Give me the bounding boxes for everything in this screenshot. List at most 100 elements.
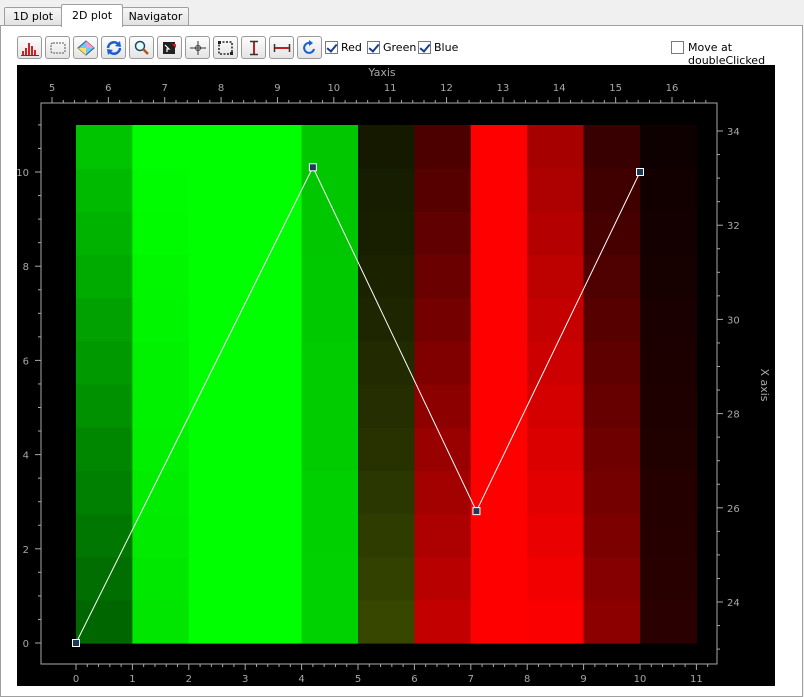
heatmap-cell bbox=[470, 340, 528, 385]
blue-checkbox[interactable] bbox=[418, 41, 431, 54]
heatmap-cell bbox=[245, 599, 303, 644]
heatmap-cell bbox=[301, 470, 359, 515]
zoom-icon bbox=[134, 40, 149, 55]
heatmap-cell bbox=[132, 556, 190, 601]
horizontal-cursor-button[interactable] bbox=[269, 36, 294, 59]
selection-rect-button[interactable] bbox=[45, 36, 70, 59]
heatmap-cell bbox=[470, 470, 528, 515]
heatmap-cell bbox=[358, 297, 415, 342]
histogram-button[interactable] bbox=[17, 36, 42, 59]
heatmap-cell bbox=[76, 384, 133, 428]
heatmap-cell bbox=[527, 384, 585, 428]
heatmap-cell bbox=[527, 427, 585, 471]
heatmap-cell bbox=[527, 254, 585, 299]
heatmap-cell bbox=[301, 513, 359, 558]
selection-rect-icon bbox=[50, 42, 66, 54]
heatmap-cell bbox=[301, 384, 359, 428]
heatmap-cell bbox=[76, 211, 133, 256]
heatmap-cell bbox=[358, 168, 415, 212]
bottom-axis-tick-label: 11 bbox=[690, 674, 703, 685]
heatmap-cell bbox=[301, 340, 359, 385]
heatmap-cell bbox=[583, 297, 641, 342]
green-checkbox[interactable] bbox=[367, 41, 380, 54]
bottom-axis-tick-label: 6 bbox=[411, 674, 417, 685]
heatmap-cell bbox=[414, 513, 472, 558]
color-palette-icon bbox=[77, 40, 95, 56]
heatmap-cell bbox=[132, 211, 190, 256]
heatmap-cell bbox=[132, 125, 190, 169]
heatmap-cell bbox=[132, 254, 190, 299]
roi-rect-button[interactable] bbox=[213, 36, 238, 59]
crosshair-button[interactable] bbox=[185, 36, 210, 59]
polyline-vertex-handle[interactable] bbox=[308, 163, 317, 172]
vertical-cursor-button[interactable] bbox=[241, 36, 266, 59]
polyline-vertex-handle[interactable] bbox=[636, 168, 644, 176]
heatmap-cell bbox=[583, 125, 641, 169]
heatmap-cell bbox=[301, 125, 359, 169]
heatmap-cell bbox=[132, 513, 190, 558]
crosshair-icon bbox=[190, 41, 206, 55]
left-axis-tick-label: 2 bbox=[23, 545, 29, 556]
heatmap-cell bbox=[414, 470, 472, 515]
right-axis-tick-label: 34 bbox=[727, 127, 740, 138]
heatmap-cell bbox=[358, 599, 415, 644]
heatmap-cell bbox=[301, 168, 359, 212]
bottom-axis-tick-label: 8 bbox=[524, 674, 530, 685]
left-axis-tick-label: 8 bbox=[23, 262, 29, 273]
heatmap-cell bbox=[414, 297, 472, 342]
heatmap-cell bbox=[301, 599, 359, 644]
heatmap-cell bbox=[358, 125, 415, 169]
heatmap-cell bbox=[188, 427, 246, 471]
heatmap-cell bbox=[414, 384, 472, 428]
tab-navigator[interactable]: Navigator bbox=[122, 7, 189, 25]
redraw-icon bbox=[303, 40, 315, 54]
tab-2d-plot[interactable]: 2D plot bbox=[61, 4, 123, 27]
bottom-axis-tick-label: 2 bbox=[186, 674, 192, 685]
red-label: Red bbox=[341, 41, 362, 54]
heatmap-cell bbox=[527, 168, 585, 212]
bottom-axis-tick-label: 3 bbox=[242, 674, 248, 685]
heatmap-cell bbox=[470, 125, 528, 169]
redraw-button[interactable] bbox=[297, 36, 322, 59]
refresh-button[interactable] bbox=[101, 36, 126, 59]
polyline-profile[interactable] bbox=[72, 163, 644, 647]
zoom-button[interactable] bbox=[129, 36, 154, 59]
heatmap-cell bbox=[583, 254, 641, 299]
heatmap-cell bbox=[640, 340, 697, 385]
bottom-axis-tick-label: 0 bbox=[73, 674, 79, 685]
polyline-vertex-handle[interactable] bbox=[472, 507, 481, 516]
heatmap-cell bbox=[76, 254, 133, 299]
move-at-doubleclick-checkbox[interactable] bbox=[671, 41, 684, 54]
top-axis-tick-label: 7 bbox=[162, 83, 168, 94]
top-axis-tick-label: 12 bbox=[440, 83, 453, 94]
heatmap-cell bbox=[527, 125, 585, 169]
heatmap-cell bbox=[188, 599, 246, 644]
heatmap-cell bbox=[583, 427, 641, 471]
red-checkbox[interactable] bbox=[325, 41, 338, 54]
heatmap-cell bbox=[76, 556, 133, 601]
color-palette-button[interactable] bbox=[73, 36, 98, 59]
heatmap-cell bbox=[583, 599, 641, 644]
tab-1d-plot[interactable]: 1D plot bbox=[4, 7, 62, 25]
heatmap-cell bbox=[583, 556, 641, 601]
heatmap-cell bbox=[470, 599, 528, 644]
heatmap-cell bbox=[640, 427, 697, 471]
bottom-axis-tick-label: 4 bbox=[298, 674, 304, 685]
heatmap-cell bbox=[188, 340, 246, 385]
top-axis-tick-label: 10 bbox=[327, 83, 340, 94]
heatmap-cell bbox=[414, 125, 472, 169]
fit-view-button[interactable] bbox=[157, 36, 182, 59]
heatmap-cell bbox=[470, 513, 528, 558]
top-axis-tick-label: 5 bbox=[49, 83, 55, 94]
heatmap-cell bbox=[188, 297, 246, 342]
plot-area[interactable]: 0 1 2 3 4 5 6 7 8 9 10 11 0 2 4 6 8 10 5 6 7 8 9 10 11 12 13 14 15 16… bbox=[17, 65, 775, 686]
top-axis-tick-label: 11 bbox=[384, 83, 397, 94]
heatmap-cell bbox=[76, 297, 133, 342]
heatmap-cell bbox=[132, 384, 190, 428]
polyline-vertex-handle[interactable] bbox=[72, 639, 80, 647]
heatmap-cell bbox=[245, 513, 303, 558]
heatmap-cell bbox=[527, 340, 585, 385]
heatmap-cell bbox=[470, 384, 528, 428]
heatmap-cell bbox=[527, 556, 585, 601]
